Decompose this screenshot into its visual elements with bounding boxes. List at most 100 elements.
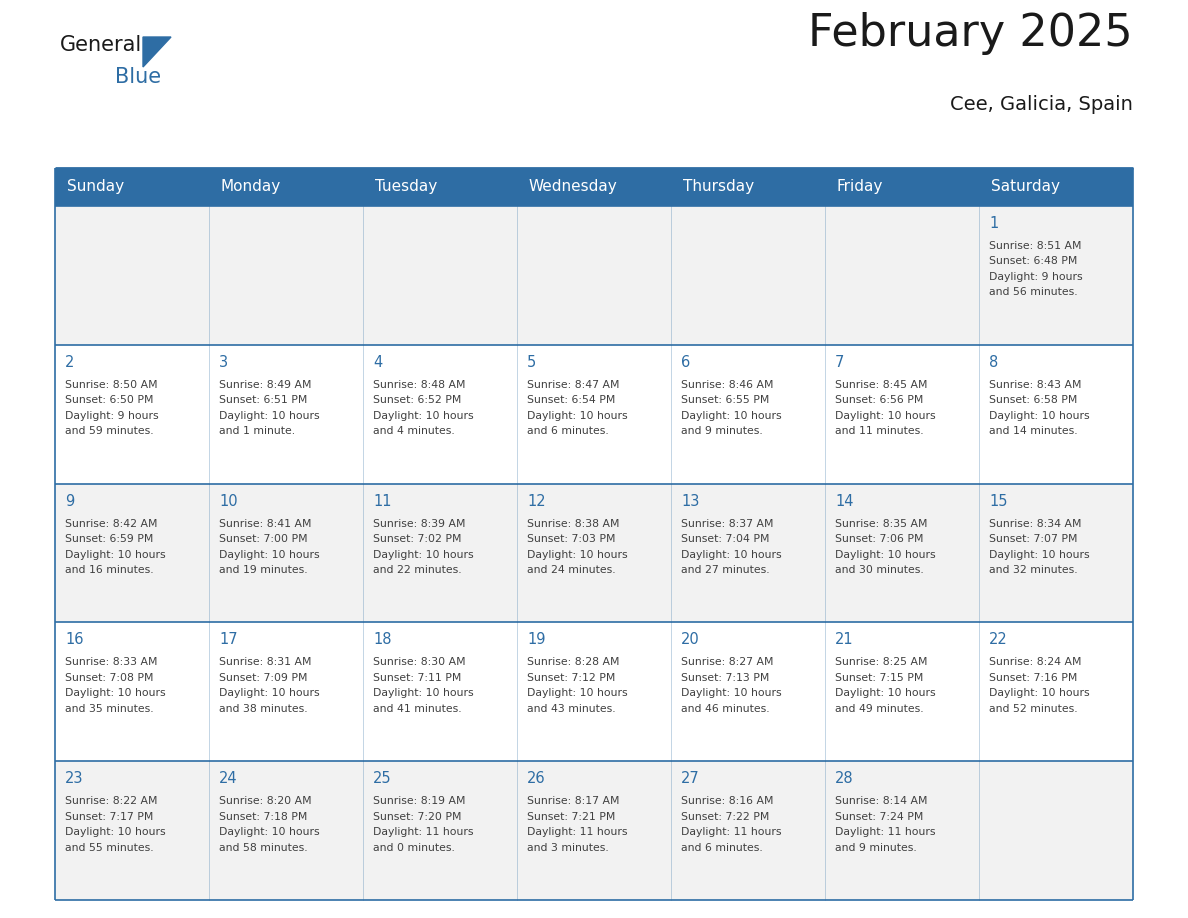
Text: Sunrise: 8:43 AM: Sunrise: 8:43 AM (988, 380, 1081, 390)
Text: Sunrise: 8:20 AM: Sunrise: 8:20 AM (219, 796, 311, 806)
Bar (55, 168, 1133, 206)
Text: Sunrise: 8:30 AM: Sunrise: 8:30 AM (373, 657, 466, 667)
Bar (517, 622, 671, 761)
Text: Monday: Monday (221, 180, 282, 195)
Bar (979, 484, 1133, 622)
Text: 6: 6 (681, 354, 690, 370)
Bar (55, 761, 209, 900)
Text: 12: 12 (527, 494, 545, 509)
Text: Sunrise: 8:46 AM: Sunrise: 8:46 AM (681, 380, 773, 390)
Text: and 3 minutes.: and 3 minutes. (527, 843, 608, 853)
Text: Sunrise: 8:39 AM: Sunrise: 8:39 AM (373, 519, 466, 529)
Text: 10: 10 (219, 494, 238, 509)
Text: Sunrise: 8:17 AM: Sunrise: 8:17 AM (527, 796, 619, 806)
Text: 3: 3 (219, 354, 228, 370)
Text: Sunrise: 8:42 AM: Sunrise: 8:42 AM (65, 519, 158, 529)
Text: Sunset: 7:07 PM: Sunset: 7:07 PM (988, 534, 1078, 544)
Bar (517, 206, 671, 345)
Text: and 52 minutes.: and 52 minutes. (988, 704, 1078, 714)
Text: 5: 5 (527, 354, 536, 370)
Text: Sunset: 7:00 PM: Sunset: 7:00 PM (219, 534, 308, 544)
Text: Daylight: 9 hours: Daylight: 9 hours (65, 410, 159, 420)
Bar (979, 345, 1133, 484)
Bar (824, 484, 979, 622)
Text: Daylight: 10 hours: Daylight: 10 hours (527, 410, 627, 420)
Text: Sunset: 7:13 PM: Sunset: 7:13 PM (681, 673, 770, 683)
Text: Sunset: 7:11 PM: Sunset: 7:11 PM (373, 673, 461, 683)
Text: Daylight: 11 hours: Daylight: 11 hours (373, 827, 474, 837)
Text: Cee, Galicia, Spain: Cee, Galicia, Spain (950, 95, 1133, 114)
Text: and 30 minutes.: and 30 minutes. (835, 565, 924, 575)
Text: and 6 minutes.: and 6 minutes. (527, 426, 608, 436)
Bar (671, 761, 824, 900)
Text: Daylight: 10 hours: Daylight: 10 hours (219, 550, 320, 560)
Text: and 24 minutes.: and 24 minutes. (527, 565, 615, 575)
Text: 7: 7 (835, 354, 845, 370)
Text: Thursday: Thursday (683, 180, 754, 195)
Text: Daylight: 10 hours: Daylight: 10 hours (527, 688, 627, 699)
Text: and 46 minutes.: and 46 minutes. (681, 704, 770, 714)
Bar (55, 622, 209, 761)
Text: and 16 minutes.: and 16 minutes. (65, 565, 153, 575)
Text: 28: 28 (835, 771, 854, 786)
Bar (209, 345, 364, 484)
Text: 1: 1 (988, 216, 998, 231)
Text: Daylight: 10 hours: Daylight: 10 hours (65, 827, 165, 837)
Text: and 58 minutes.: and 58 minutes. (219, 843, 308, 853)
Text: Sunset: 7:21 PM: Sunset: 7:21 PM (527, 812, 615, 822)
Bar (979, 761, 1133, 900)
Text: Daylight: 9 hours: Daylight: 9 hours (988, 272, 1082, 282)
Bar (517, 345, 671, 484)
Text: and 9 minutes.: and 9 minutes. (835, 843, 917, 853)
Text: 21: 21 (835, 633, 854, 647)
Text: and 43 minutes.: and 43 minutes. (527, 704, 615, 714)
Text: Sunrise: 8:50 AM: Sunrise: 8:50 AM (65, 380, 158, 390)
Text: Sunset: 7:09 PM: Sunset: 7:09 PM (219, 673, 308, 683)
Bar (824, 761, 979, 900)
Text: Daylight: 10 hours: Daylight: 10 hours (219, 827, 320, 837)
Text: General: General (61, 35, 143, 55)
Text: and 19 minutes.: and 19 minutes. (219, 565, 308, 575)
Text: Sunrise: 8:34 AM: Sunrise: 8:34 AM (988, 519, 1081, 529)
Text: Sunrise: 8:25 AM: Sunrise: 8:25 AM (835, 657, 928, 667)
Text: Sunset: 7:04 PM: Sunset: 7:04 PM (681, 534, 770, 544)
Text: and 4 minutes.: and 4 minutes. (373, 426, 455, 436)
Text: Sunset: 6:58 PM: Sunset: 6:58 PM (988, 396, 1078, 406)
Text: Sunrise: 8:33 AM: Sunrise: 8:33 AM (65, 657, 158, 667)
Text: 16: 16 (65, 633, 83, 647)
Bar (517, 761, 671, 900)
Text: Friday: Friday (838, 180, 884, 195)
Text: and 9 minutes.: and 9 minutes. (681, 426, 763, 436)
Text: Sunrise: 8:31 AM: Sunrise: 8:31 AM (219, 657, 311, 667)
Bar (671, 345, 824, 484)
Text: Sunset: 6:48 PM: Sunset: 6:48 PM (988, 256, 1078, 266)
Text: Sunrise: 8:24 AM: Sunrise: 8:24 AM (988, 657, 1081, 667)
Bar (209, 761, 364, 900)
Text: Sunset: 7:12 PM: Sunset: 7:12 PM (527, 673, 615, 683)
Text: Sunset: 6:52 PM: Sunset: 6:52 PM (373, 396, 461, 406)
Text: Sunrise: 8:37 AM: Sunrise: 8:37 AM (681, 519, 773, 529)
Text: Sunset: 6:51 PM: Sunset: 6:51 PM (219, 396, 308, 406)
Text: and 14 minutes.: and 14 minutes. (988, 426, 1078, 436)
Text: Daylight: 10 hours: Daylight: 10 hours (373, 688, 474, 699)
Text: Daylight: 10 hours: Daylight: 10 hours (681, 410, 782, 420)
Text: 9: 9 (65, 494, 74, 509)
Text: 11: 11 (373, 494, 392, 509)
Text: Sunrise: 8:47 AM: Sunrise: 8:47 AM (527, 380, 619, 390)
Text: Sunset: 7:17 PM: Sunset: 7:17 PM (65, 812, 153, 822)
Bar (209, 484, 364, 622)
Text: and 55 minutes.: and 55 minutes. (65, 843, 153, 853)
Text: 22: 22 (988, 633, 1007, 647)
Text: Sunset: 7:08 PM: Sunset: 7:08 PM (65, 673, 153, 683)
Text: Sunrise: 8:48 AM: Sunrise: 8:48 AM (373, 380, 466, 390)
Text: Daylight: 10 hours: Daylight: 10 hours (527, 550, 627, 560)
Text: and 41 minutes.: and 41 minutes. (373, 704, 462, 714)
Text: and 27 minutes.: and 27 minutes. (681, 565, 770, 575)
Text: and 59 minutes.: and 59 minutes. (65, 426, 153, 436)
Text: Tuesday: Tuesday (375, 180, 437, 195)
Text: Sunset: 7:18 PM: Sunset: 7:18 PM (219, 812, 308, 822)
Text: Daylight: 11 hours: Daylight: 11 hours (527, 827, 627, 837)
Bar (824, 345, 979, 484)
Text: 20: 20 (681, 633, 700, 647)
Polygon shape (143, 37, 171, 67)
